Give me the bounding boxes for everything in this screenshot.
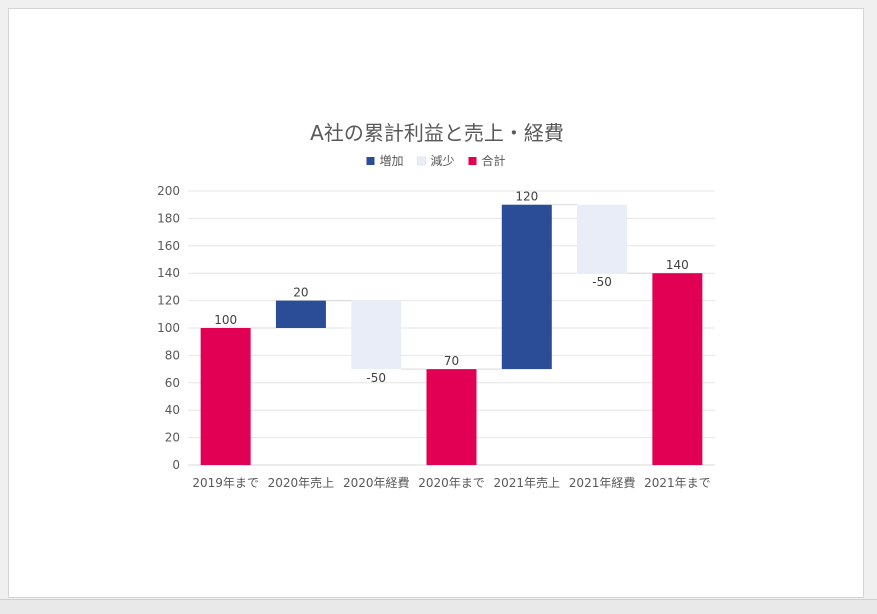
y-tick-label: 40 <box>165 403 180 417</box>
data-label: 120 <box>515 190 538 204</box>
y-tick-label: 100 <box>157 321 180 335</box>
y-tick-label: 200 <box>157 184 180 198</box>
data-label: -50 <box>366 371 386 385</box>
data-label: 70 <box>444 354 459 368</box>
legend: 増加 減少 合計 <box>366 153 506 168</box>
y-tick-label: 160 <box>157 239 180 253</box>
data-label: -50 <box>592 275 612 289</box>
legend-swatch-increase <box>366 157 375 165</box>
y-tick-label: 0 <box>172 458 180 472</box>
x-tick-label: 2021年まで <box>644 476 711 490</box>
y-tick-label: 60 <box>165 376 180 390</box>
y-axis-ticks: 0 20 40 60 80 100 120 140 160 180 200 <box>157 184 180 472</box>
y-tick-label: 80 <box>165 348 180 362</box>
legend-label-decrease: 減少 <box>431 153 455 168</box>
chart-area: A社の累計利益と売上・経費 増加 減少 合計 0 20 40 60 80 100 120 140 1… <box>8 8 864 598</box>
legend-label-total: 合計 <box>482 153 506 168</box>
legend-swatch-total <box>468 157 477 165</box>
x-tick-label: 2020年まで <box>418 476 485 490</box>
chart-title: A社の累計利益と売上・経費 <box>310 121 564 145</box>
y-tick-label: 140 <box>157 266 180 280</box>
legend-swatch-decrease <box>417 156 426 166</box>
y-tick-label: 20 <box>165 431 180 445</box>
legend-label-increase: 増加 <box>380 154 404 168</box>
bars <box>200 204 703 465</box>
data-label: 100 <box>214 313 237 327</box>
bar-total <box>652 273 703 465</box>
bar-increase <box>275 300 326 328</box>
bottom-bar <box>0 599 877 614</box>
bar-decrease <box>351 300 402 370</box>
bar-total <box>200 328 251 465</box>
chart-svg: A社の累計利益と売上・経費 増加 減少 合計 0204060801001201401… <box>157 121 715 490</box>
x-tick-label: 2020年経費 <box>343 475 410 490</box>
data-label: 20 <box>293 286 308 300</box>
y-tick-label: 180 <box>157 211 180 225</box>
x-axis-ticks: 2019年まで 2020年売上 2020年経費 2020年まで 2021年売上 2021年… <box>192 475 710 490</box>
x-tick-label: 2021年売上 <box>494 475 561 490</box>
bar-increase <box>501 204 552 370</box>
data-label: 140 <box>666 258 689 272</box>
x-tick-label: 2021年経費 <box>569 475 636 490</box>
data-labels: 100 20 -50 70 120 -50 140 <box>214 190 689 385</box>
bar-decrease <box>577 204 628 274</box>
y-tick-label: 120 <box>157 294 180 308</box>
bar-total <box>426 369 477 465</box>
x-tick-label: 2020年売上 <box>268 475 335 490</box>
x-tick-label: 2019年まで <box>192 476 259 490</box>
connectors <box>250 204 653 370</box>
